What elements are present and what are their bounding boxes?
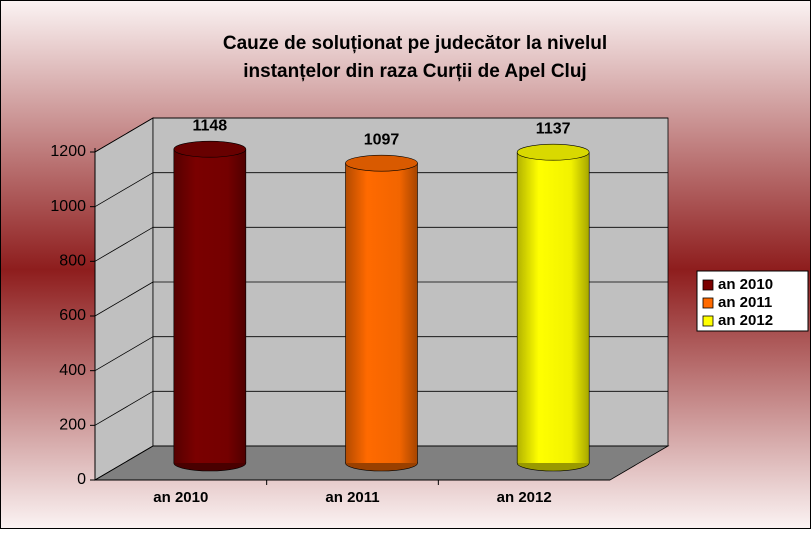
x-tick-label: an 2011: [325, 489, 379, 506]
value-label: 1097: [364, 131, 400, 148]
legend-swatch: [702, 279, 714, 291]
legend-swatch: [702, 297, 714, 309]
bar-top: [345, 154, 418, 172]
bar: [517, 152, 590, 463]
chart-title: Cauze de soluționat pe judecător la nive…: [223, 33, 607, 54]
value-label: 1137: [536, 120, 571, 137]
grid-line: [94, 281, 154, 317]
x-tick-label: an 2012: [497, 489, 552, 506]
bar-top: [173, 140, 247, 158]
legend-label: an 2011: [718, 294, 772, 311]
legend-swatch: [702, 315, 714, 327]
legend: [696, 270, 809, 332]
y-tick-label: 400: [59, 362, 86, 379]
value-label: 1148: [192, 117, 227, 134]
legend-label: an 2012: [718, 312, 773, 329]
y-tick-label: 600: [59, 307, 86, 324]
bar: [345, 163, 418, 464]
y-tick-label: 200: [59, 417, 86, 434]
grid-line: [94, 172, 154, 208]
y-tick-label: 1200: [50, 143, 86, 160]
y-tick-label: 800: [59, 253, 86, 270]
grid-line: [94, 226, 154, 262]
bar: [173, 149, 246, 464]
grid-line: [94, 445, 154, 481]
bar-top: [516, 143, 590, 161]
legend-label: an 2010: [718, 276, 773, 293]
grid-line: [94, 390, 154, 426]
y-tick-label: 1000: [50, 198, 86, 215]
grid-line: [94, 117, 154, 153]
y-tick-label: 0: [77, 471, 86, 488]
chart-title: instanțelor din raza Curții de Apel Cluj: [243, 61, 586, 82]
x-tick-label: an 2010: [153, 489, 208, 506]
grid-line: [94, 336, 154, 372]
